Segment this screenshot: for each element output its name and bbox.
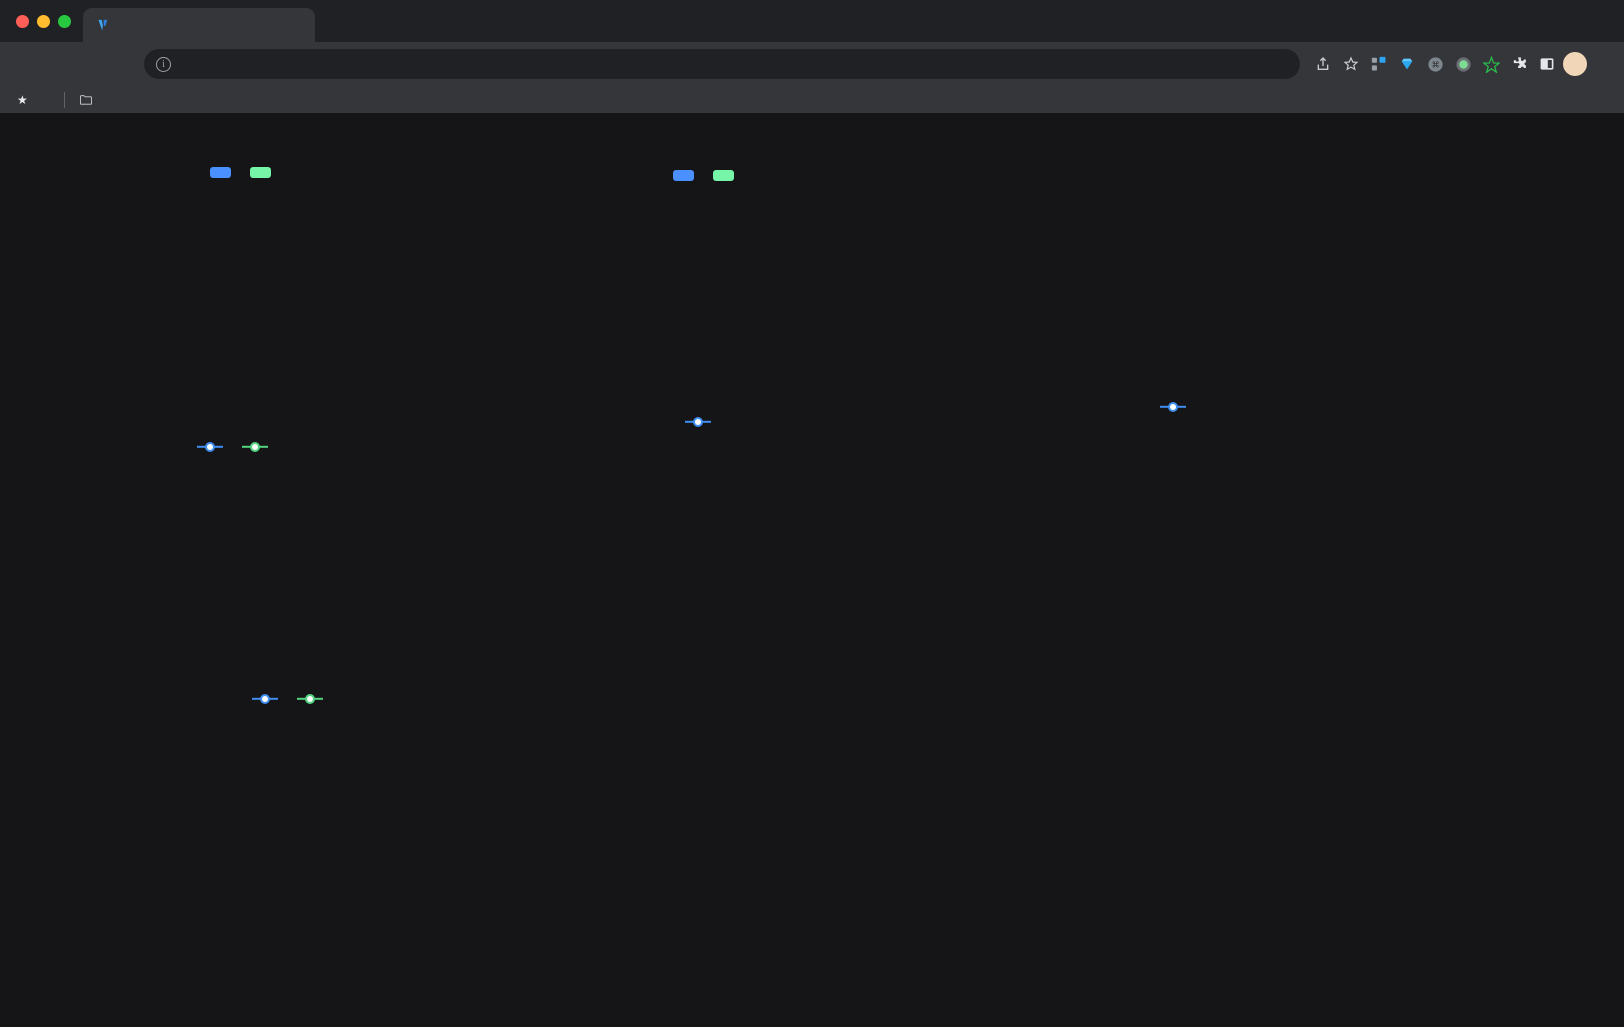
new-tab-button[interactable]	[324, 11, 352, 39]
chart-bar-vertical	[18, 178, 468, 408]
legend-item[interactable]	[252, 693, 283, 705]
panel-area-two-series	[85, 685, 495, 975]
legend-item[interactable]	[713, 170, 739, 181]
close-window-button[interactable]	[16, 14, 29, 28]
progress-list	[985, 165, 1385, 173]
legend-line-data1	[1159, 401, 1186, 413]
extension-grid-icon[interactable]	[1366, 51, 1392, 77]
bookmark-other[interactable]	[73, 92, 104, 107]
legend-bar-horizontal	[496, 170, 916, 181]
heart-icon	[95, 17, 111, 33]
bookmarks-divider	[63, 91, 65, 108]
svg-text:⌘: ⌘	[1431, 60, 1439, 69]
legend-item[interactable]	[297, 693, 328, 705]
legend-swatch-data1	[210, 167, 231, 178]
folder-icon	[79, 95, 92, 105]
legend-line-data1	[684, 416, 711, 428]
legend-item[interactable]	[210, 167, 236, 178]
maximize-window-button[interactable]	[58, 14, 71, 28]
legend-line-data1	[252, 693, 278, 705]
legend-item[interactable]	[1159, 401, 1191, 413]
reload-button[interactable]	[72, 49, 102, 79]
legend-area-single	[975, 401, 1375, 413]
panel-gauge	[1040, 725, 1290, 975]
dashboard-board	[0, 113, 1624, 1027]
forward-button[interactable]	[40, 49, 70, 79]
green-circle-icon[interactable]	[1450, 51, 1476, 77]
legend-line-two	[20, 441, 450, 453]
legend-line-data2	[242, 441, 268, 453]
window-controls	[10, 0, 83, 42]
address-bar[interactable]: i	[144, 49, 1300, 79]
panel-bar-horizontal	[496, 161, 916, 431]
legend-swatch-data2	[250, 167, 271, 178]
legend-item[interactable]	[684, 416, 716, 428]
panel-bar-vertical	[18, 161, 468, 431]
legend-swatch-data1	[673, 170, 694, 181]
chart-donut	[520, 691, 960, 951]
bookmark-star-icon[interactable]	[1338, 51, 1364, 77]
back-button[interactable]	[8, 49, 38, 79]
puzzle-icon[interactable]	[1506, 51, 1532, 77]
legend-line-gradient	[500, 416, 900, 428]
legend-line-data2	[297, 693, 323, 705]
legend-bar-vertical	[18, 167, 468, 178]
chart-gauge	[1040, 725, 1290, 975]
tab-strip	[0, 0, 1624, 42]
minimize-window-button[interactable]	[37, 14, 50, 28]
diamond-icon[interactable]	[1394, 51, 1420, 77]
share-icon[interactable]	[1310, 51, 1336, 77]
browser-tab[interactable]	[83, 8, 315, 42]
avatar-emoji	[1563, 52, 1587, 76]
site-info-icon[interactable]: i	[156, 56, 171, 72]
legend-line-data1	[197, 441, 223, 453]
panel-area-single	[975, 393, 1375, 713]
bookmarks-bar: ★	[0, 86, 1624, 113]
chart-line-gradient	[500, 428, 900, 708]
sidepanel-icon[interactable]	[1534, 51, 1560, 77]
legend-area-two	[85, 693, 495, 705]
avatar[interactable]	[1562, 51, 1588, 77]
legend-item[interactable]	[673, 170, 699, 181]
green-star-icon[interactable]	[1478, 51, 1504, 77]
toolbar-actions: ⌘	[1310, 51, 1616, 77]
legend-swatch-data2	[713, 170, 734, 181]
legend-item[interactable]	[250, 167, 276, 178]
chart-area-single	[975, 413, 1365, 688]
legend-item[interactable]	[197, 441, 228, 453]
home-button[interactable]	[104, 49, 134, 79]
star-icon: ★	[17, 92, 28, 107]
browser-toolbar: i	[0, 42, 1624, 86]
chart-line-two-series	[20, 453, 440, 703]
panel-donut	[520, 681, 960, 991]
panel-line-gradient	[500, 406, 900, 726]
close-tab-button[interactable]	[289, 16, 307, 34]
chart-area-two-series	[85, 705, 485, 955]
command-circle-icon[interactable]: ⌘	[1422, 51, 1448, 77]
legend-item[interactable]	[242, 441, 273, 453]
panel-line-two-series	[20, 433, 450, 723]
page-content	[0, 113, 1624, 1027]
chart-bar-horizontal	[496, 181, 896, 396]
browser-menu-icon[interactable]	[1590, 51, 1616, 77]
bookmark-bookmarks[interactable]: ★	[10, 91, 40, 109]
